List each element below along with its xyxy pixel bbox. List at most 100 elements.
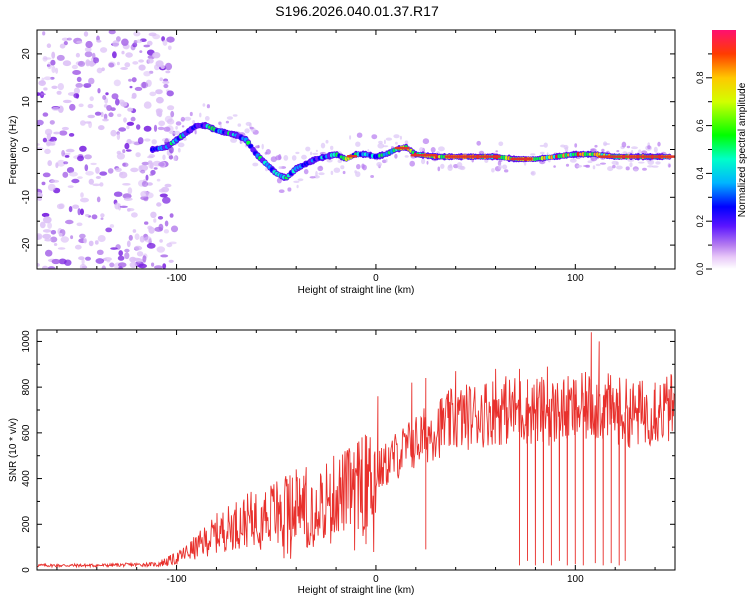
noise-blob [149,173,154,177]
noise-blob [164,183,172,188]
noise-blob [62,99,72,104]
noise-blob [156,178,161,182]
noise-blob [139,50,143,53]
halo-blob [162,154,166,161]
noise-blob [37,92,41,96]
x-tick-label: 100 [567,574,584,585]
halo-blob [647,145,651,150]
noise-blob [77,208,81,216]
noise-blob [110,247,118,250]
halo-blob [371,134,378,140]
noise-blob [114,202,120,210]
noise-blob [162,196,171,204]
halo-blob [668,164,671,168]
noise-blob [128,234,133,241]
halo-blob [249,126,254,130]
noise-blob [116,36,121,42]
halo-blob [653,146,658,153]
noise-blob [125,149,132,152]
noise-blob [80,208,84,216]
noise-blob [63,41,68,46]
halo-blob [626,145,631,149]
noise-blob [121,50,125,55]
halo-blob [320,142,326,149]
halo-blob [278,154,282,160]
noise-blob [113,191,123,197]
noise-blob [100,217,104,220]
x-tick-label: -100 [167,273,187,284]
noise-blob [80,197,89,203]
noise-blob [166,118,175,125]
noise-blob [133,31,141,37]
halo-blob [355,141,361,147]
noise-blob [88,240,94,247]
halo-blob [590,148,595,152]
noise-blob [97,88,101,94]
noise-blob [123,117,127,123]
halo-blob [189,111,193,117]
noise-blob [73,93,80,99]
halo-blob [587,160,593,163]
noise-blob [58,232,63,237]
halo-blob [595,163,601,167]
colorbar-tick-label: 0.0 [695,263,705,276]
noise-blob [126,125,130,130]
halo-blob [376,162,382,167]
noise-blob [96,39,102,43]
noise-blob [68,171,78,177]
halo-blob [631,146,638,150]
halo-blob [356,132,363,138]
noise-blob [55,67,59,74]
halo-blob [616,150,620,153]
noise-blob [103,257,112,262]
noise-blob [90,162,97,166]
noise-blob [59,130,68,136]
noise-blob [138,263,147,269]
halo-blob [151,139,157,145]
noise-blob [117,255,125,261]
halo-blob [177,148,181,153]
halo-blob [340,165,345,170]
noise-blob [117,262,127,268]
noise-blob [160,254,169,258]
snr-series-line [37,332,675,569]
halo-blob [404,140,409,145]
halo-blob [502,164,508,170]
halo-blob [278,166,283,170]
y-tick-label: 10 [21,96,32,108]
noise-blob [111,93,119,100]
noise-blob [93,57,100,64]
noise-blob [42,229,52,233]
halo-blob [337,159,343,164]
noise-blob [135,152,141,158]
noise-blob [143,101,152,109]
halo-blob [204,116,210,121]
noise-blob [99,171,108,176]
colorbar-tick-label: 0.4 [695,167,705,180]
x-tick-label: 0 [373,574,379,585]
noise-blob [45,249,53,257]
noise-blob [84,51,93,58]
noise-blob [56,90,62,95]
y-tick-label: -20 [21,237,32,252]
y-tick-label: 600 [21,424,32,441]
halo-blob [616,165,623,170]
noise-blob [44,238,52,242]
noise-blob [158,223,164,231]
halo-blob [603,141,608,147]
noise-blob [44,128,53,136]
noise-blob [138,59,145,63]
noise-blob [102,118,109,122]
noise-blob [156,96,164,104]
noise-blob [99,182,104,187]
halo-blob [169,131,175,135]
noise-blob [141,161,150,166]
noise-blob [56,54,65,61]
noise-blob [50,59,56,66]
halo-blob [184,116,192,121]
noise-blob [145,174,149,181]
halo-blob [385,158,388,163]
noise-blob [97,235,106,242]
halo-blob [621,141,627,148]
